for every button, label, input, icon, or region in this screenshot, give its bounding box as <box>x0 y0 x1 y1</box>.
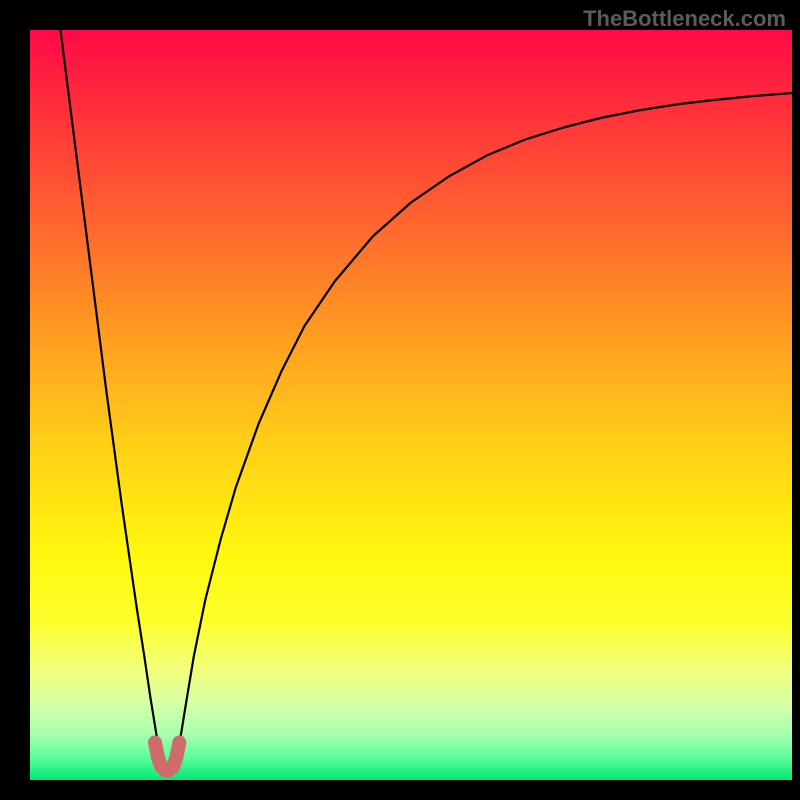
gradient-background <box>30 30 792 780</box>
watermark-text: TheBottleneck.com <box>583 6 786 32</box>
plot-area <box>30 30 792 780</box>
